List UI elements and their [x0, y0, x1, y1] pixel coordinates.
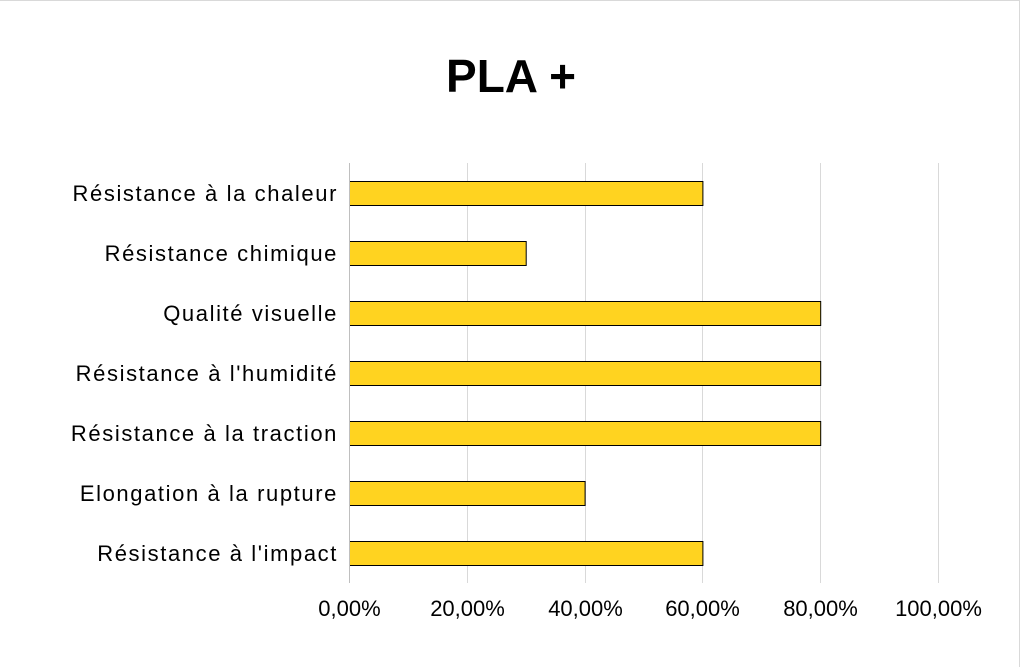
- category-label: Elongation à la rupture: [80, 481, 338, 506]
- x-tick-label: 0,00%: [318, 596, 380, 621]
- bar: [349, 541, 704, 566]
- chart-title: PLA +: [446, 50, 576, 102]
- category-label: Résistance à la traction: [71, 421, 338, 446]
- category-label: Résistance à l'humidité: [76, 361, 338, 386]
- category-label: Résistance chimique: [105, 241, 338, 266]
- x-tick-labels: 0,00% 20,00% 40,00% 60,00% 80,00% 100,00%: [318, 596, 982, 621]
- x-tick-label: 80,00%: [783, 596, 858, 621]
- bars: [349, 181, 822, 566]
- bar: [349, 361, 822, 386]
- category-label: Résistance à la chaleur: [73, 181, 338, 206]
- category-label: Qualité visuelle: [163, 301, 338, 326]
- x-tick-label: 60,00%: [665, 596, 740, 621]
- x-tick-label: 40,00%: [548, 596, 623, 621]
- category-label: Résistance à l'impact: [97, 541, 338, 566]
- category-labels: Résistance à la chaleur Résistance chimiq…: [71, 181, 338, 566]
- x-tick-label: 100,00%: [895, 596, 982, 621]
- x-tick-label: 20,00%: [430, 596, 505, 621]
- bar: [349, 241, 527, 266]
- bar: [349, 301, 822, 326]
- bar: [349, 421, 822, 446]
- bar: [349, 481, 586, 506]
- bar: [349, 181, 704, 206]
